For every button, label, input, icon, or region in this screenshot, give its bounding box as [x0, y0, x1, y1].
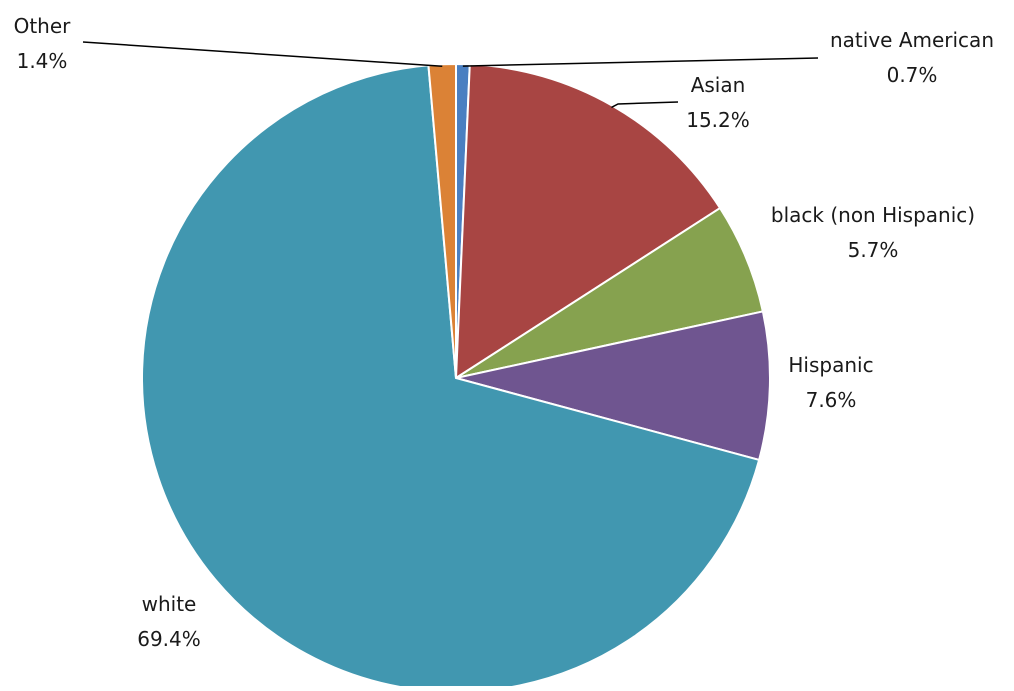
slice-label-other: Other	[14, 14, 72, 38]
pie-slice-white	[141, 64, 761, 691]
leader-line-native-american	[462, 57, 819, 67]
slices-layer	[141, 63, 771, 691]
slice-label-white: white	[142, 592, 197, 616]
pie-slice-asian	[455, 63, 722, 379]
labels-layer: native American 0.7% Asian 15.2% black (non …	[14, 14, 994, 651]
slice-label-hispanic: Hispanic	[788, 353, 873, 377]
slice-value-other: 1.4%	[17, 49, 68, 73]
leader-lines-layer	[82, 41, 819, 109]
slice-value-black-non-hispanic: 5.7%	[848, 238, 899, 262]
leader-line-other	[82, 41, 443, 68]
slice-label-black-non-hispanic: black (non Hispanic)	[771, 203, 975, 227]
slice-value-asian: 15.2%	[686, 108, 750, 132]
slice-value-white: 69.4%	[137, 627, 201, 651]
slice-label-asian: Asian	[691, 73, 746, 97]
leader-line-asian	[611, 101, 679, 109]
slice-value-hispanic: 7.6%	[806, 388, 857, 412]
slice-label-native-american: native American	[830, 28, 994, 52]
pie-slice-hispanic	[455, 310, 771, 461]
slice-value-native-american: 0.7%	[887, 63, 938, 87]
